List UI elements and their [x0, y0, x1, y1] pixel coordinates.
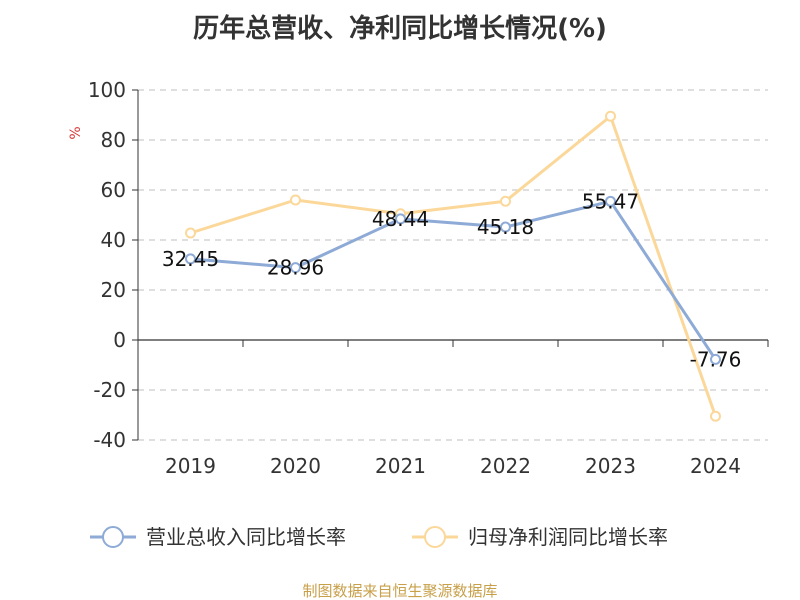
data-point: [290, 194, 301, 206]
x-tick-label: 2024: [690, 454, 741, 478]
legend-label: 营业总收入同比增长率: [146, 525, 346, 549]
legend: 营业总收入同比增长率 归母净利润同比增长率: [90, 525, 668, 549]
x-tick-label: 2020: [270, 454, 321, 478]
data-label: -7.76: [690, 347, 742, 371]
series-line-1: [190, 199, 717, 361]
y-tick-label: -40: [93, 428, 126, 452]
legend-marker: [424, 526, 446, 548]
data-point: [710, 353, 721, 365]
data-point: [290, 262, 301, 274]
data-label: 45.18: [477, 215, 534, 239]
legend-marker: [102, 526, 124, 548]
data-point: [185, 253, 196, 265]
series-line-2: [190, 114, 717, 417]
y-tick-label: 0: [113, 328, 126, 352]
data-point: [185, 227, 196, 239]
data-label: 55.47: [582, 189, 639, 213]
data-point: [710, 410, 721, 422]
data-point: [395, 213, 406, 225]
data-point: [500, 195, 511, 207]
data-label: 28.96: [267, 256, 324, 280]
x-tick-label: 2021: [375, 454, 426, 478]
chart-title: 历年总营收、净利同比增长情况(%): [193, 14, 607, 44]
y-tick-label: 20: [101, 278, 126, 302]
x-tick-label: 2023: [585, 454, 636, 478]
data-label: 32.45: [162, 247, 219, 271]
source-note: 制图数据来自恒生聚源数据库: [302, 582, 497, 600]
y-tick-label: 80: [101, 128, 126, 152]
x-tick-label: 2019: [165, 454, 216, 478]
legend-label: 归母净利润同比增长率: [468, 525, 668, 549]
y-tick-label: 60: [101, 178, 126, 202]
legend-item-2[interactable]: 归母净利润同比增长率: [412, 525, 668, 549]
x-tick-label: 2022: [480, 454, 531, 478]
series-points: [185, 110, 721, 422]
y-axis-unit: %: [68, 126, 84, 139]
data-labels: 32.45 28.96 48.44 45.18 55.47 -7.76: [162, 189, 742, 371]
data-point: [605, 195, 616, 207]
grid-lines: [138, 89, 768, 441]
series-lines: [190, 114, 717, 417]
axes: 100 80 60 40 20 0 -20 -40 2019 2020 2021 2022 2023 20…: [88, 78, 769, 478]
data-point: [605, 110, 616, 122]
data-point: [500, 221, 511, 233]
legend-item-1[interactable]: 营业总收入同比增长率: [90, 525, 346, 549]
y-tick-label: 40: [101, 228, 126, 252]
y-tick-label: -20: [93, 378, 126, 402]
y-tick-label: 100: [88, 78, 126, 102]
data-label: 48.44: [372, 207, 429, 231]
